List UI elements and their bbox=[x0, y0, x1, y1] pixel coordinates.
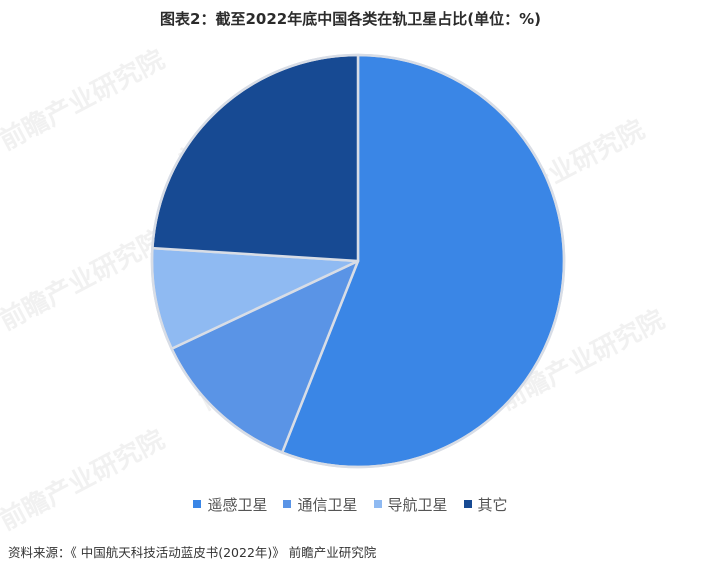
legend-item: 导航卫星 bbox=[373, 494, 448, 515]
source-note: 资料来源：《 中国航天科技活动蓝皮书(2022年)》 前瞻产业研究院 bbox=[8, 545, 377, 560]
legend-label: 其它 bbox=[477, 496, 508, 514]
pie-outline bbox=[150, 53, 566, 469]
legend-item: 遥感卫星 bbox=[193, 494, 267, 515]
chart-title: 图表2：截至2022年底中国各类在轨卫星占比(单位：%) bbox=[160, 10, 541, 28]
legend-label: 遥感卫星 bbox=[207, 496, 268, 514]
legend-item: 通信卫星 bbox=[283, 494, 358, 515]
legend-swatch bbox=[193, 499, 202, 508]
legend-item: 其它 bbox=[463, 494, 508, 515]
legend-label: 通信卫星 bbox=[297, 496, 358, 514]
legend-swatch bbox=[283, 499, 292, 508]
legend-label: 导航卫星 bbox=[387, 496, 448, 514]
pie-slice-4 bbox=[151, 53, 360, 263]
legend-swatch bbox=[463, 499, 472, 508]
chart-legend: 遥感卫星 通信卫星 导航卫星 其它 bbox=[0, 494, 701, 515]
legend-swatch bbox=[373, 499, 382, 508]
